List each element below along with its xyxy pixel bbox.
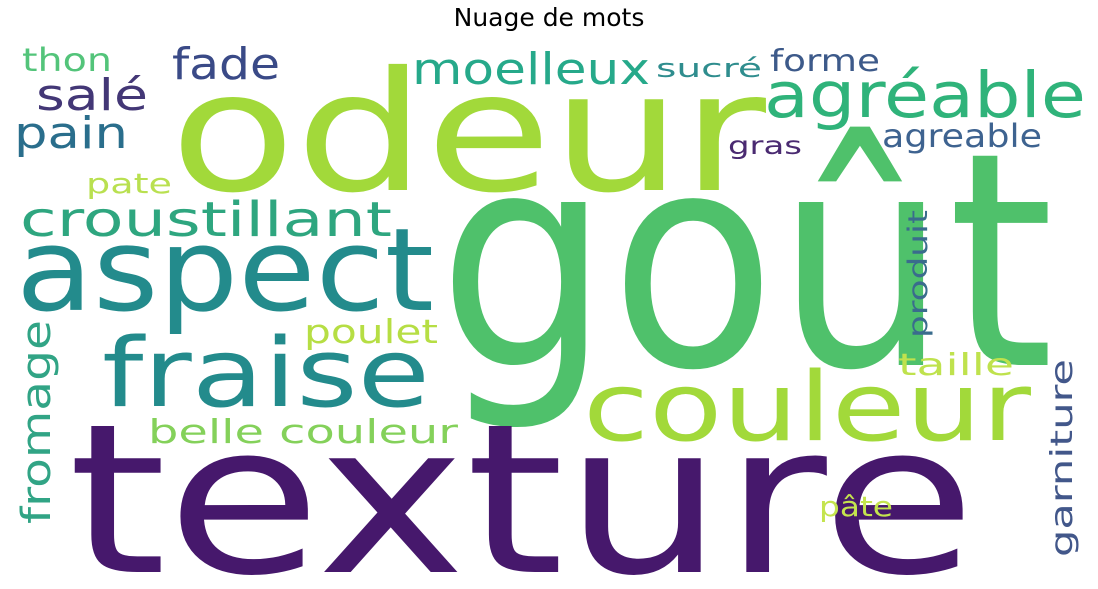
word-aspect: aspect <box>16 204 434 338</box>
word-garniture: garniture <box>1045 359 1080 557</box>
word-agreable-accent: agréable <box>764 59 1086 132</box>
word-gras: gras <box>728 131 802 160</box>
word-odeur: odeur <box>170 37 767 230</box>
word-fade: fade <box>172 39 280 90</box>
word-gout: goût <box>438 89 1054 436</box>
word-texture: texture <box>68 380 976 589</box>
word-agreable: agreable <box>882 117 1042 155</box>
word-sale: salé <box>36 70 148 121</box>
word-produit: produit <box>903 210 934 338</box>
word-pate-accent: pâte <box>819 490 893 523</box>
word-fromage: fromage <box>14 320 60 524</box>
word-moelleux: moelleux <box>412 44 650 95</box>
word-taille: taille <box>898 348 1014 383</box>
word-couleur: couleur <box>583 353 1032 463</box>
word-pain: pain <box>14 108 128 159</box>
word-sucre: sucré <box>656 54 762 84</box>
chart-title: Nuage de mots <box>453 3 645 32</box>
word-poulet: poulet <box>304 312 438 351</box>
word-fraise: fraise <box>102 319 430 429</box>
word-forme: forme <box>770 44 880 79</box>
word-croustillant: croustillant <box>20 192 392 248</box>
word-pate: pate <box>86 167 172 200</box>
word-belle-couleur: belle couleur <box>148 412 459 451</box>
word-thon: thon <box>22 41 112 79</box>
